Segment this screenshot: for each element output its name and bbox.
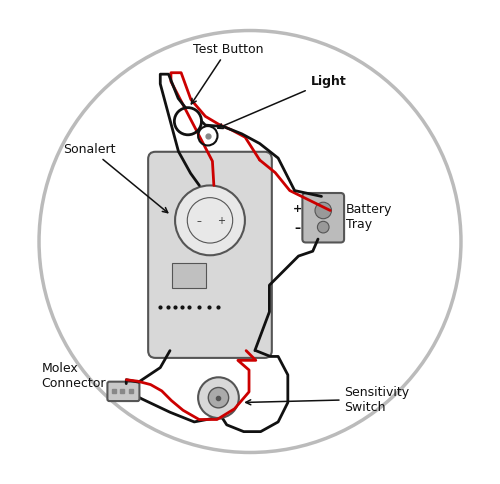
FancyBboxPatch shape [108, 382, 140, 401]
Text: Molex
Connector: Molex Connector [42, 361, 106, 389]
Text: Sensitivity
Switch: Sensitivity Switch [246, 385, 410, 413]
Text: Sonalert: Sonalert [64, 143, 168, 213]
FancyBboxPatch shape [148, 152, 272, 358]
Circle shape [208, 388, 229, 408]
Text: Battery
Tray: Battery Tray [346, 202, 392, 230]
Text: –: – [196, 216, 202, 226]
Bar [172, 264, 206, 288]
Text: +: + [217, 216, 225, 226]
FancyBboxPatch shape [302, 194, 344, 243]
Text: Light: Light [218, 75, 346, 129]
Circle shape [315, 203, 332, 219]
Circle shape [318, 222, 329, 233]
Circle shape [198, 378, 239, 418]
Text: Test Button: Test Button [192, 43, 264, 105]
Text: –: – [294, 221, 300, 234]
Circle shape [175, 186, 245, 256]
Text: +: + [292, 204, 302, 214]
